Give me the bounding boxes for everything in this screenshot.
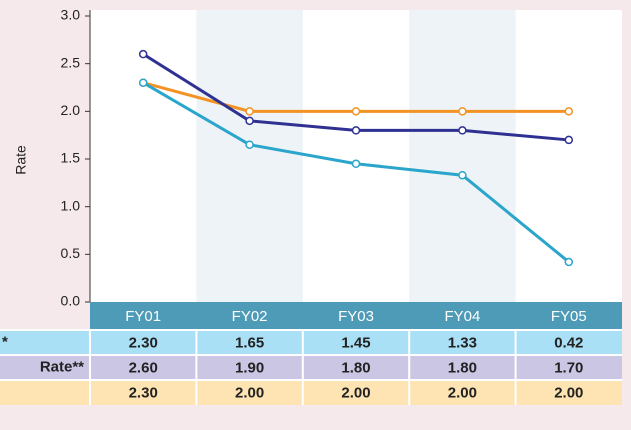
- data-point: [140, 51, 147, 58]
- data-label: 1.80: [341, 359, 370, 376]
- table-row: [0, 355, 622, 380]
- data-point: [565, 136, 572, 143]
- data-point: [565, 258, 572, 265]
- plot-area: [90, 10, 622, 302]
- data-point: [353, 160, 360, 167]
- x-tick-label: FY03: [338, 308, 374, 325]
- data-label: 2.30: [129, 384, 158, 401]
- data-label: 0.42: [554, 334, 583, 351]
- data-point: [246, 141, 253, 148]
- data-point: [140, 79, 147, 86]
- table-row: [0, 330, 622, 355]
- data-point: [353, 108, 360, 115]
- row-label: *: [2, 333, 8, 350]
- data-point: [459, 108, 466, 115]
- row-label: Rate**: [40, 358, 84, 375]
- data-label: 1.33: [448, 334, 477, 351]
- data-label: 2.30: [129, 334, 158, 351]
- y-tick-label: 0.5: [61, 245, 81, 261]
- data-label: 1.65: [235, 334, 264, 351]
- column-band: [409, 10, 515, 302]
- data-point: [246, 108, 253, 115]
- y-tick-label: 3.0: [61, 7, 81, 23]
- data-label: 2.60: [129, 359, 158, 376]
- data-point: [459, 127, 466, 134]
- data-point: [459, 172, 466, 179]
- data-point: [565, 108, 572, 115]
- data-label: 1.90: [235, 359, 264, 376]
- data-label: 2.00: [341, 384, 370, 401]
- column-band: [196, 10, 302, 302]
- chart: Rate 0.0 0.5 1.0 1.5 2.0 2.5 3.0 FY01 FY02 FY03 FY…: [0, 0, 631, 430]
- data-label: 1.45: [341, 334, 370, 351]
- y-tick-label: 1.5: [61, 150, 81, 166]
- y-axis-label: Rate: [13, 145, 29, 175]
- data-label: 1.70: [554, 359, 583, 376]
- y-tick-label: 2.5: [61, 54, 81, 70]
- data-label: 2.00: [554, 384, 583, 401]
- x-tick-label: FY01: [125, 308, 161, 325]
- data-point: [353, 127, 360, 134]
- data-point: [246, 117, 253, 124]
- table-row: [0, 380, 622, 405]
- y-tick-label: 1.0: [61, 197, 81, 213]
- y-tick-label: 2.0: [61, 102, 81, 118]
- x-tick-label: FY02: [232, 308, 268, 325]
- x-tick-label: FY05: [551, 308, 587, 325]
- data-label: 1.80: [448, 359, 477, 376]
- x-tick-label: FY04: [444, 308, 480, 325]
- data-label: 2.00: [448, 384, 477, 401]
- y-tick-label: 0.0: [61, 293, 81, 309]
- data-label: 2.00: [235, 384, 264, 401]
